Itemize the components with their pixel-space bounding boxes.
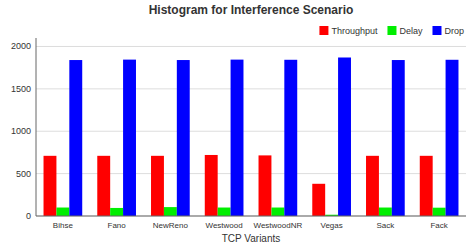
x-tick-label: NewReno: [153, 221, 189, 230]
bar: [366, 156, 379, 216]
legend-label: Drop: [444, 26, 464, 36]
x-tick-label: Vegas: [321, 221, 343, 230]
legend-swatch: [319, 26, 328, 35]
y-tick-label: 0: [26, 211, 31, 221]
bar: [446, 60, 459, 216]
bar: [151, 156, 164, 216]
bar: [259, 155, 272, 216]
y-tick-label: 1000: [11, 126, 31, 136]
bar: [164, 207, 177, 216]
bar: [312, 184, 325, 216]
bar: [433, 208, 446, 216]
y-axis-line: [36, 38, 37, 216]
legend-label: Delay: [399, 26, 423, 36]
bar: [420, 156, 433, 216]
legend: Throughput Delay Drop: [319, 26, 464, 36]
bar: [69, 60, 82, 216]
bar: [97, 156, 110, 216]
y-tick-label: 1500: [11, 84, 31, 94]
bar: [123, 60, 136, 216]
x-tick-label: Sack: [376, 221, 395, 230]
chart-title: Histogram for Interference Scenario: [149, 3, 354, 17]
x-tick-label: WestwoodNR: [253, 221, 302, 230]
bar: [271, 208, 284, 216]
x-axis-line: [36, 216, 466, 217]
grid-line: [36, 216, 466, 217]
bar: [379, 208, 392, 216]
bar: [392, 60, 405, 216]
bar: [56, 208, 69, 216]
legend-swatch: [387, 26, 396, 35]
bar: [177, 60, 190, 216]
grid-line: [36, 46, 466, 47]
bars: [44, 57, 459, 216]
legend-swatch: [432, 26, 441, 35]
bar: [110, 208, 123, 216]
x-tick-label: Fack: [430, 221, 448, 230]
chart-container: Histogram for Interference Scenario 0 500 1…: [0, 0, 474, 250]
bar: [338, 57, 351, 216]
chart-svg: Histogram for Interference Scenario 0 500 1…: [0, 0, 474, 250]
x-axis-label: TCP Variants: [222, 233, 281, 244]
bar: [231, 60, 244, 216]
legend-label: Throughput: [331, 26, 378, 36]
y-tick-label: 2000: [11, 41, 31, 51]
bar: [44, 156, 57, 216]
x-tick-label: Bihse: [53, 221, 74, 230]
x-tick-label: Westwood: [206, 221, 243, 230]
y-tick-label: 500: [16, 169, 31, 179]
bar: [284, 60, 297, 216]
bar: [218, 208, 231, 216]
x-tick-label: Fano: [108, 221, 127, 230]
bar: [205, 155, 218, 216]
